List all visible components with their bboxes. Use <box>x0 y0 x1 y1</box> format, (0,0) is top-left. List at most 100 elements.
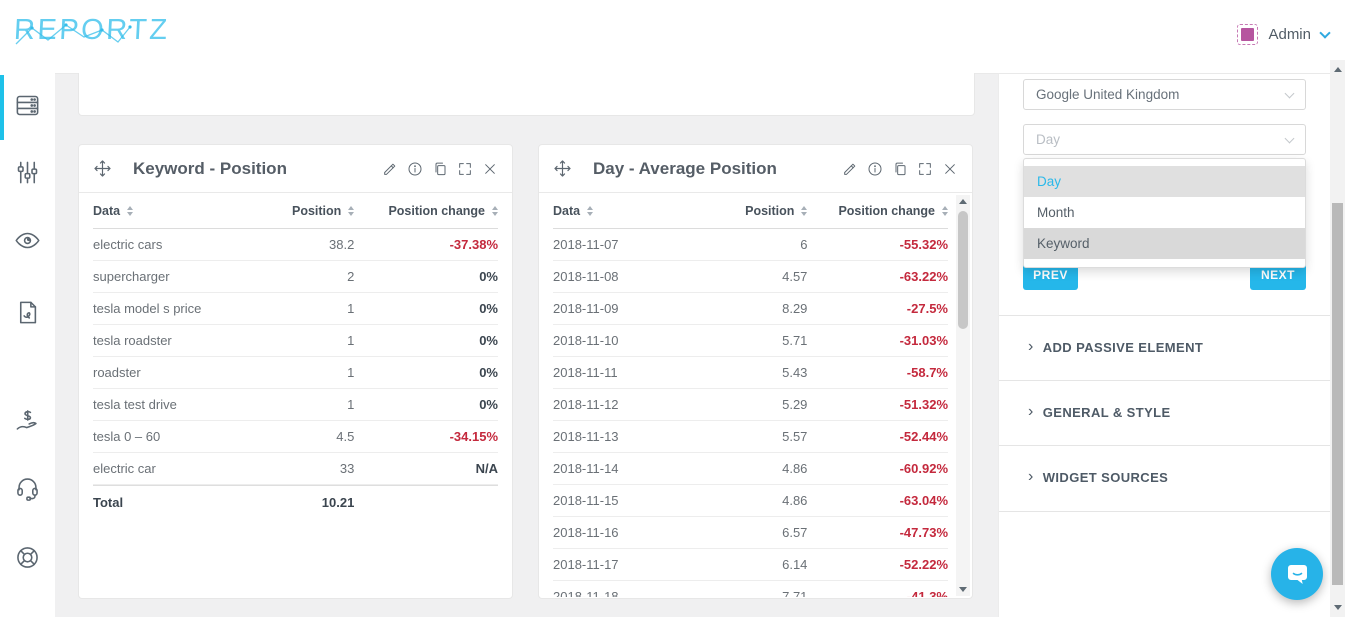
scroll-down-arrow[interactable] <box>956 583 970 596</box>
table-row: tesla model s price 1 0% <box>93 293 498 325</box>
sidebar-item-pdf-export[interactable] <box>14 299 41 326</box>
table-row: 2018-11-10 5.71 -31.03% <box>553 325 948 357</box>
column-header-position: Position <box>745 203 795 218</box>
sidebar-item-preview[interactable] <box>14 227 41 254</box>
support-headset-icon <box>17 478 38 501</box>
divider <box>999 380 1331 381</box>
edit-pencil-icon[interactable] <box>382 161 398 177</box>
sort-icon[interactable] <box>942 205 948 216</box>
widget-scrollbar[interactable] <box>956 195 970 596</box>
widget-header: Day - Average Position <box>539 145 972 193</box>
section-label: ADD PASSIVE ELEMENT <box>1042 340 1204 355</box>
duplicate-icon[interactable] <box>432 161 448 177</box>
widget-settings-panel: Google United Kingdom Day Day Month Keyw… <box>998 73 1331 617</box>
pdf-export-icon <box>19 301 37 324</box>
column-header-data: Data <box>553 203 581 218</box>
table-row: 2018-11-11 5.43 -58.7% <box>553 357 948 389</box>
keyword-table: Data Position Position change electric c… <box>79 193 512 519</box>
section-label: GENERAL & STYLE <box>1042 405 1171 420</box>
table-header-row: Data Position Position change <box>553 193 948 229</box>
section-general-style[interactable]: › GENERAL & STYLE <box>1028 402 1171 420</box>
table-row: tesla 0 – 60 4.5 -34.15% <box>93 421 498 453</box>
move-icon[interactable] <box>93 159 112 178</box>
column-header-change: Position change <box>838 203 935 218</box>
billing-icon <box>16 410 37 430</box>
table-row: 2018-11-14 4.86 -60.92% <box>553 453 948 485</box>
move-icon[interactable] <box>553 159 572 178</box>
widget-day-average-position: Day - Average Position Data Position Pos… <box>538 144 973 599</box>
grouping-select[interactable]: Day <box>1023 124 1306 155</box>
section-label: WIDGET SOURCES <box>1042 470 1169 485</box>
dropdown-option-keyword[interactable]: Keyword <box>1024 228 1305 259</box>
fullscreen-icon[interactable] <box>917 161 933 177</box>
scrollable-table-area: Data Position Position change 2018-11-07… <box>539 193 972 597</box>
sidebar <box>0 73 55 617</box>
chat-launcher-button[interactable] <box>1271 548 1323 600</box>
scroll-up-arrow[interactable] <box>1330 62 1345 77</box>
chevron-down-icon <box>1284 88 1295 98</box>
close-icon[interactable] <box>482 161 498 177</box>
scrollbar-thumb[interactable] <box>1332 203 1343 585</box>
divider <box>999 511 1331 512</box>
table-row: 2018-11-09 8.29 -27.5% <box>553 293 948 325</box>
logo[interactable]: REPORTZ <box>13 14 170 56</box>
table-row: 2018-11-17 6.14 -52.22% <box>553 549 948 581</box>
widget-header: Keyword - Position <box>79 145 512 193</box>
section-widget-sources[interactable]: › WIDGET SOURCES <box>1028 467 1169 485</box>
sort-icon[interactable] <box>127 205 134 216</box>
preview-eye-icon <box>15 232 40 249</box>
day-table: Data Position Position change 2018-11-07… <box>539 193 972 597</box>
table-row: electric car 33 N/A <box>93 453 498 485</box>
section-add-passive-element[interactable]: › ADD PASSIVE ELEMENT <box>1028 337 1204 355</box>
chevron-down-icon <box>1319 26 1331 39</box>
sidebar-item-help[interactable] <box>14 544 41 571</box>
column-header-change: Position change <box>388 203 485 218</box>
table-row: 2018-11-07 6 -55.32% <box>553 229 948 261</box>
scroll-up-arrow[interactable] <box>956 195 970 208</box>
scrollbar-thumb[interactable] <box>958 211 968 329</box>
fullscreen-icon[interactable] <box>457 161 473 177</box>
chevron-right-icon: › <box>1028 467 1034 485</box>
sidebar-item-support[interactable] <box>14 474 41 501</box>
account-name: Admin <box>1268 26 1311 43</box>
widget-title: Day - Average Position <box>593 158 777 178</box>
dropdown-option-day[interactable]: Day <box>1024 166 1305 197</box>
table-row: 2018-11-16 6.57 -47.73% <box>553 517 948 549</box>
sidebar-item-billing[interactable] <box>14 407 41 434</box>
table-header-row: Data Position Position change <box>93 193 498 229</box>
sort-icon[interactable] <box>801 205 808 216</box>
info-icon[interactable] <box>867 161 883 177</box>
logo-chart-line-icon <box>15 23 132 45</box>
chevron-right-icon: › <box>1028 402 1034 420</box>
source-select[interactable]: Google United Kingdom <box>1023 79 1306 110</box>
scroll-down-arrow[interactable] <box>1330 600 1345 615</box>
widget-title: Keyword - Position <box>133 158 287 178</box>
divider <box>999 445 1331 446</box>
sort-icon[interactable] <box>587 205 594 216</box>
active-item-indicator <box>0 75 4 140</box>
edit-pencil-icon[interactable] <box>842 161 858 177</box>
chevron-right-icon: › <box>1028 337 1034 355</box>
source-select-value: Google United Kingdom <box>1036 87 1180 102</box>
sort-icon[interactable] <box>492 205 498 216</box>
duplicate-icon[interactable] <box>892 161 908 177</box>
sort-icon[interactable] <box>348 205 355 216</box>
sidebar-item-widgets[interactable] <box>14 92 41 119</box>
column-header-position: Position <box>292 203 342 218</box>
table-row: tesla roadster 1 0% <box>93 325 498 357</box>
info-icon[interactable] <box>407 161 423 177</box>
chat-bubble-icon <box>1288 565 1307 584</box>
table-row: roadster 1 0% <box>93 357 498 389</box>
table-row: 2018-11-12 5.29 -51.32% <box>553 389 948 421</box>
account-menu[interactable]: Admin <box>1237 24 1331 45</box>
widgets-icon <box>16 95 39 116</box>
sidebar-item-settings[interactable] <box>14 159 41 186</box>
column-header-data: Data <box>93 203 121 218</box>
grouping-dropdown-list: Day Month Keyword <box>1023 158 1306 268</box>
page-scrollbar[interactable] <box>1330 60 1345 617</box>
close-icon[interactable] <box>942 161 958 177</box>
dropdown-option-month[interactable]: Month <box>1037 205 1075 220</box>
table-row: electric cars 38.2 -37.38% <box>93 229 498 261</box>
avatar <box>1237 24 1259 45</box>
table-row: supercharger 2 0% <box>93 261 498 293</box>
